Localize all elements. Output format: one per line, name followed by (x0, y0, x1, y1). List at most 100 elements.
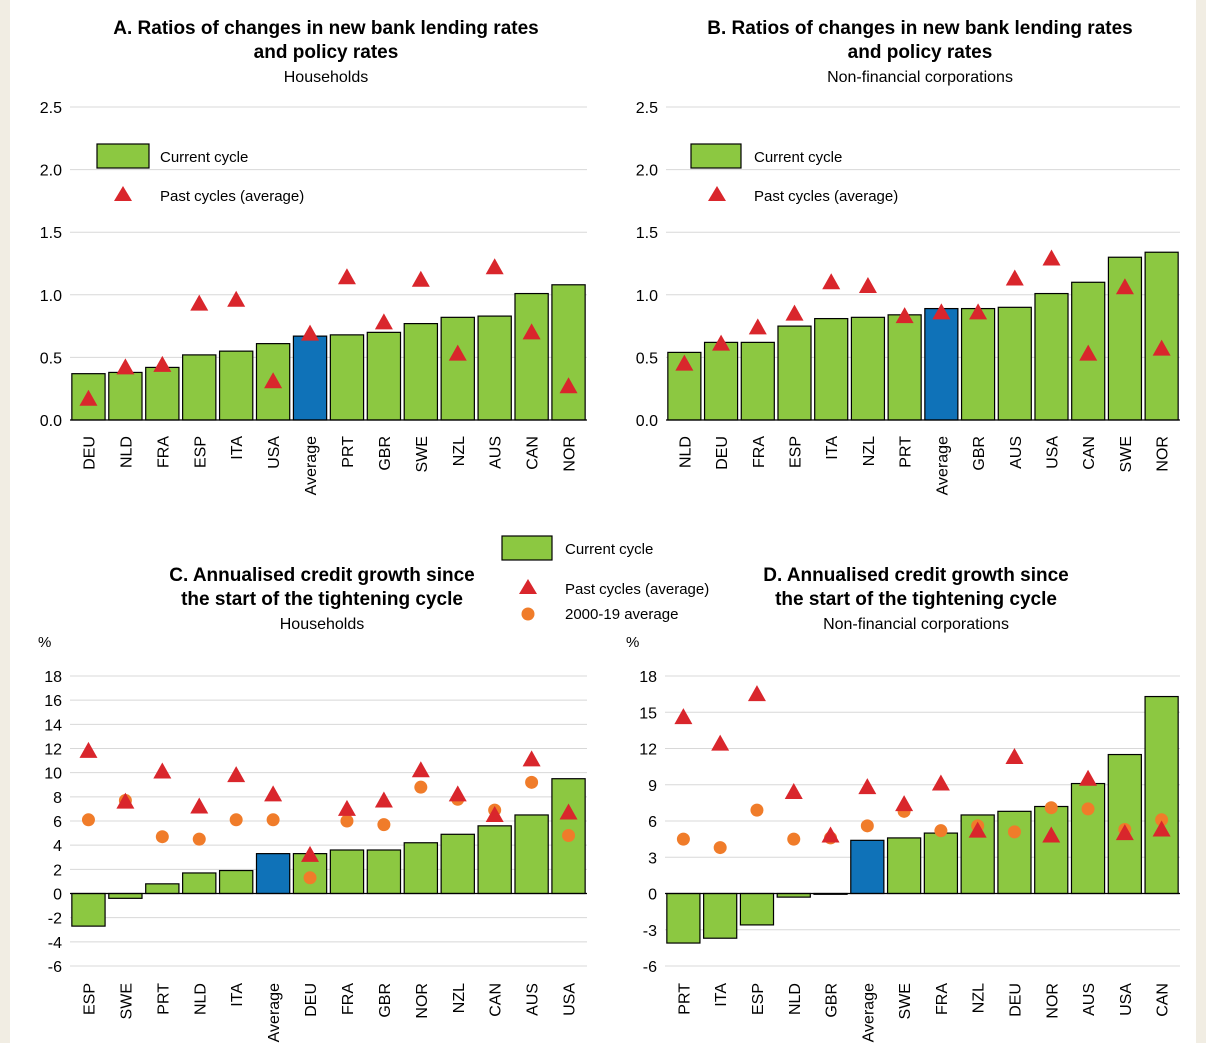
y-tick-label: 9 (648, 778, 657, 795)
circle-marker-nld (192, 832, 206, 846)
panel-a-plot: 0.0 0.5 1.0 1.5 2.0 2.5 DEU NLD FRA ESP ITA USA Aver… (40, 100, 587, 495)
bar-esp (777, 325, 812, 421)
legend-a-bar-swatch (96, 143, 150, 169)
triangle-marker-nzl (968, 821, 987, 838)
circle-marker-prt (676, 832, 690, 846)
y-tick-label: 1.0 (40, 288, 62, 305)
bar-can (514, 292, 549, 421)
category-label-ita: ITA (713, 983, 730, 1007)
legend-panel-b: Current cycle Past cycles (average) (690, 143, 898, 205)
category-label-gbr: GBR (377, 983, 394, 1018)
bar-fra (145, 366, 180, 421)
y-tick-label: 6 (53, 814, 62, 831)
y-tick-label: 0 (53, 887, 62, 904)
y-tick-label: 1.5 (636, 225, 658, 242)
y-tick-label: 2 (53, 862, 62, 879)
bar-nld (182, 872, 217, 895)
panel-c-unit: % (38, 634, 51, 651)
triangle-marker-fra (748, 318, 767, 335)
triangle-marker-deu (301, 845, 320, 862)
triangle-marker-can (1152, 820, 1171, 837)
category-label-nzl: NZL (451, 983, 468, 1013)
triangle-marker-usa (264, 372, 283, 389)
category-label-nld: NLD (118, 436, 135, 468)
triangle-marker-esp (785, 304, 804, 321)
panel-a-title-line1: A. Ratios of changes in new bank lending… (113, 18, 538, 39)
bar-average (850, 839, 885, 895)
circle-marker-gbr (377, 818, 391, 832)
triangle-marker-usa (1115, 824, 1134, 841)
category-label-can: CAN (488, 983, 505, 1017)
y-tick-label: 6 (648, 814, 657, 831)
panel-d-unit: % (626, 634, 639, 651)
y-tick-label: 12 (44, 742, 62, 759)
triangle-marker-nld (784, 783, 803, 799)
panel-d-subtitle: Non-financial corporations (823, 616, 1009, 633)
triangle-marker-average (264, 785, 283, 802)
circle-marker-nor (414, 780, 428, 794)
circle-marker-average (266, 813, 280, 827)
legend-mid-past-label: Past cycles (average) (565, 581, 709, 598)
triangle-marker-deu (79, 389, 98, 406)
y-tick-label: 18 (44, 669, 62, 686)
bar-aus (477, 315, 512, 421)
triangle-marker-aus (1005, 269, 1024, 286)
panel-b-title-line1: B. Ratios of changes in new bank lending… (707, 18, 1132, 39)
figure-canvas: A. Ratios of changes in new bank lending… (10, 0, 1196, 1043)
category-label-nld: NLD (787, 983, 804, 1015)
panel-d-title-line2: the start of the tightening cycle (775, 589, 1057, 610)
circle-marker-deu (1007, 825, 1021, 839)
triangle-marker-esp (79, 741, 98, 758)
triangle-marker-can (1079, 344, 1098, 361)
category-label-prt: PRT (898, 436, 915, 468)
category-label-aus: AUS (488, 436, 505, 469)
category-label-average: Average (303, 436, 320, 495)
category-label-average: Average (266, 983, 283, 1042)
triangle-marker-swe (1115, 278, 1134, 295)
panel-b-title-line2: and policy rates (848, 42, 993, 63)
bar-swe (108, 892, 143, 899)
y-tick-label: 18 (639, 669, 657, 686)
circle-marker-esp (81, 813, 95, 827)
bar-ita (703, 892, 738, 939)
bar-nld (108, 371, 143, 421)
bar-can (1144, 695, 1179, 895)
category-label-swe: SWE (414, 436, 431, 472)
category-label-nld: NLD (677, 436, 694, 468)
bar-can (477, 825, 512, 895)
bar-aus (514, 814, 549, 895)
y-tick-label: 2.0 (40, 163, 62, 180)
category-label-gbr: GBR (971, 436, 988, 471)
triangle-marker-prt (674, 708, 693, 725)
y-tick-label: 0 (648, 887, 657, 904)
circle-marker-nor (1044, 801, 1058, 815)
category-label-nor: NOR (414, 983, 431, 1019)
panel-a-title-line2: and policy rates (254, 42, 399, 63)
circle-marker-nld (787, 832, 801, 846)
plot-layer: 0.0 0.5 1.0 1.5 2.0 2.5 DEU NLD FRA ESP ITA USA Aver… (40, 100, 1180, 1042)
y-tick-label: 1.0 (636, 288, 658, 305)
triangle-marker-nzl (858, 277, 877, 294)
triangle-marker-swe (895, 795, 914, 812)
bar-swe (886, 837, 922, 895)
triangle-marker-usa (1042, 249, 1061, 266)
circle-marker-fra (340, 814, 354, 828)
triangle-marker-fra (153, 355, 172, 372)
panel-c-title-line1: C. Annualised credit growth since (169, 565, 474, 586)
panel-c-plot: -6 -4 -2 0 2 4 6 8 10 12 14 16 18 ESP SWE PRT NLD ITA Aver… (44, 669, 587, 1042)
category-label-nzl: NZL (861, 436, 878, 466)
panel-b-subtitle: Non-financial corporations (827, 69, 1013, 86)
triangle-marker-ita (711, 734, 730, 751)
legend-mid-triangle-marker (519, 579, 537, 594)
category-label-prt: PRT (340, 436, 357, 468)
y-tick-label: 0.5 (40, 350, 62, 367)
y-tick-label: 2.5 (636, 100, 658, 117)
legend-b-current-label: Current cycle (754, 149, 842, 166)
bar-deu (997, 810, 1032, 895)
bar-gbr (960, 307, 996, 421)
triangle-marker-nld (116, 358, 135, 375)
triangle-marker-ita (227, 290, 246, 307)
category-label-deu: DEU (714, 436, 731, 470)
y-tick-label: 16 (44, 693, 62, 710)
bar-nor (1144, 251, 1179, 421)
